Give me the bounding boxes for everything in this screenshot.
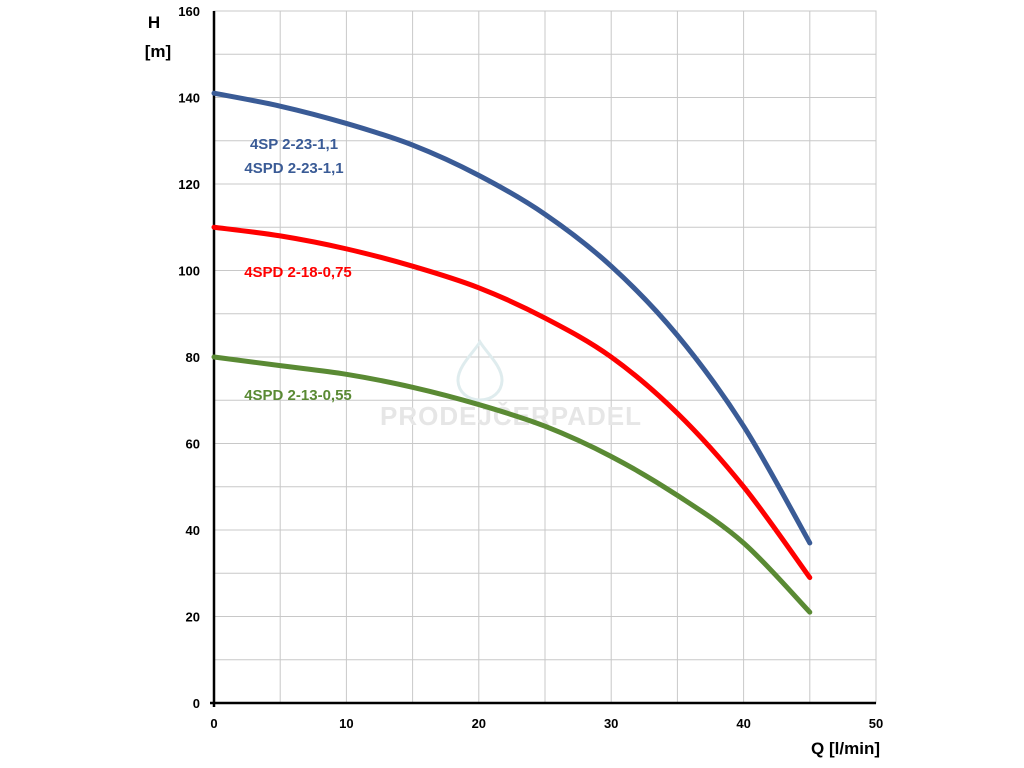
water-drop-icon <box>456 339 504 402</box>
grid <box>213 10 877 704</box>
y-axis-title-line2: [m] <box>145 42 171 61</box>
y-tick-label: 120 <box>178 177 200 192</box>
series-line-1 <box>211 224 813 581</box>
y-tick-label: 20 <box>186 610 200 625</box>
y-tick-label: 60 <box>186 437 200 452</box>
y-tick-label: 0 <box>193 696 200 711</box>
y-tick-label: 100 <box>178 264 200 279</box>
y-axis-title-line1: H <box>148 13 160 32</box>
series-label-4spd-2-23: 4SPD 2-23-1,1 <box>244 160 343 177</box>
y-tick-label: 140 <box>178 91 200 106</box>
series-label-4spd-2-13: 4SPD 2-13-0,55 <box>244 387 352 404</box>
series-label-4spd-2-18: 4SPD 2-18-0,75 <box>244 264 352 281</box>
x-tick-label: 10 <box>339 716 353 731</box>
x-tick-label: 30 <box>604 716 618 731</box>
series-label-4sp-2-23: 4SP 2-23-1,1 <box>250 136 338 153</box>
x-axis-title: Q [l/min] <box>811 739 880 758</box>
tick-labels: 0 10 20 30 40 50 0 20 40 60 80 100 120 140 160 <box>178 4 883 731</box>
y-tick-label: 160 <box>178 4 200 19</box>
y-tick-label: 80 <box>186 350 200 365</box>
y-tick-label: 40 <box>186 523 200 538</box>
watermark: PRODEJČERPADEL <box>380 339 641 431</box>
series-line-0 <box>211 90 813 546</box>
x-tick-label: 0 <box>210 716 217 731</box>
x-tick-label: 50 <box>869 716 883 731</box>
x-tick-label: 20 <box>472 716 486 731</box>
x-tick-label: 40 <box>736 716 750 731</box>
series-lines <box>211 90 813 615</box>
series-line-2 <box>211 354 813 615</box>
